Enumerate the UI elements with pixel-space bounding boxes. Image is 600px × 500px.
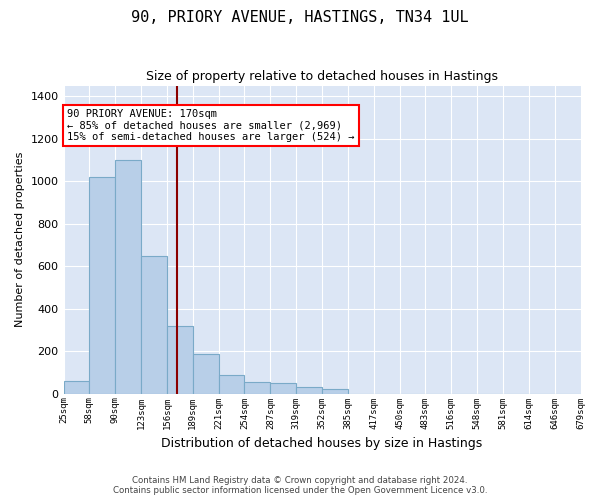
Y-axis label: Number of detached properties: Number of detached properties — [15, 152, 25, 328]
Bar — [167, 326, 193, 394]
Bar — [244, 382, 271, 394]
Bar — [89, 177, 115, 394]
Bar — [271, 383, 296, 394]
Bar — [115, 160, 141, 394]
Bar — [64, 381, 89, 394]
Text: 90 PRIORY AVENUE: 170sqm
← 85% of detached houses are smaller (2,969)
15% of sem: 90 PRIORY AVENUE: 170sqm ← 85% of detach… — [67, 109, 355, 142]
Text: 90, PRIORY AVENUE, HASTINGS, TN34 1UL: 90, PRIORY AVENUE, HASTINGS, TN34 1UL — [131, 10, 469, 25]
X-axis label: Distribution of detached houses by size in Hastings: Distribution of detached houses by size … — [161, 437, 482, 450]
Bar — [322, 390, 348, 394]
Bar — [141, 256, 167, 394]
Bar — [193, 354, 218, 394]
Bar — [296, 388, 322, 394]
Bar — [218, 374, 244, 394]
Text: Contains HM Land Registry data © Crown copyright and database right 2024.
Contai: Contains HM Land Registry data © Crown c… — [113, 476, 487, 495]
Title: Size of property relative to detached houses in Hastings: Size of property relative to detached ho… — [146, 70, 498, 83]
